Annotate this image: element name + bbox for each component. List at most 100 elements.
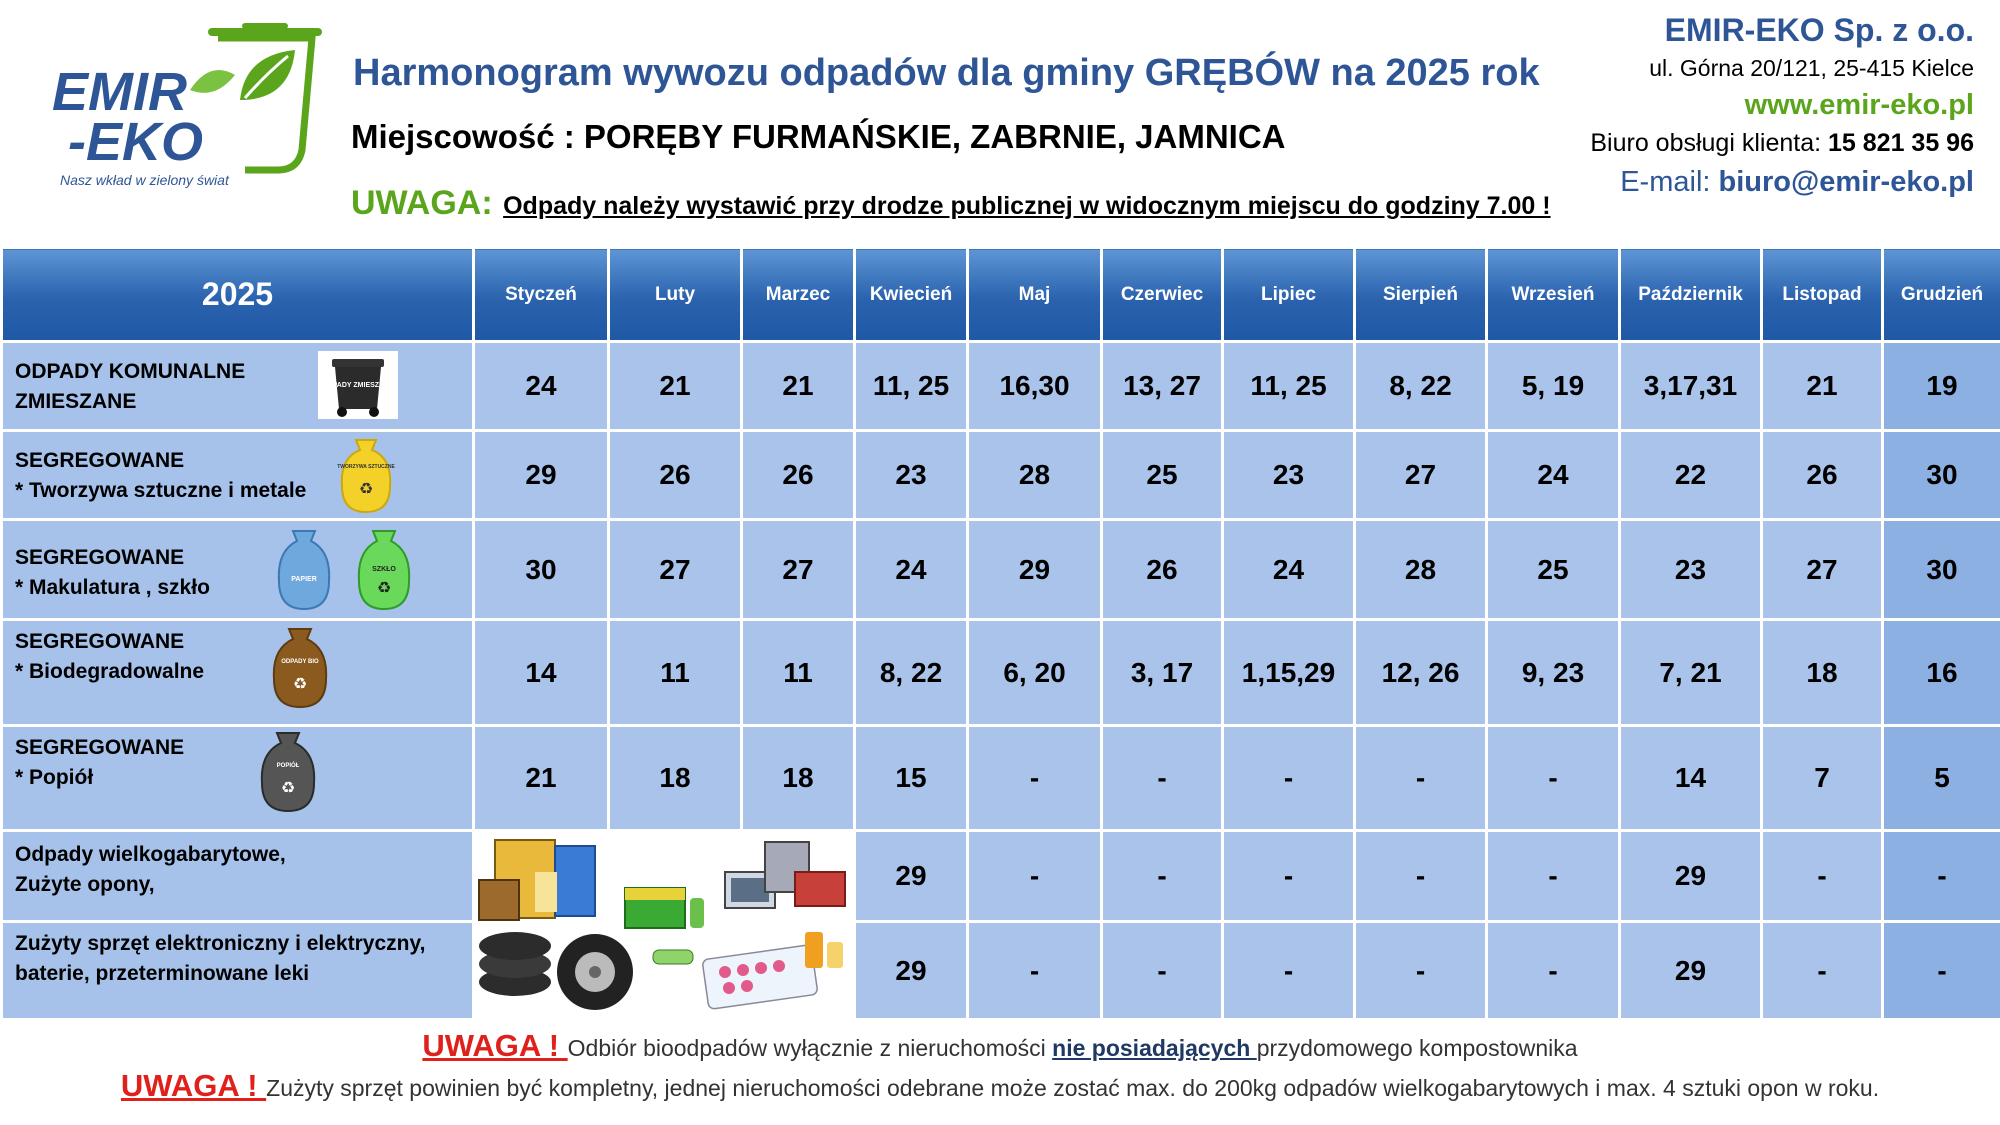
date-cell: 29 <box>853 828 969 924</box>
emir-eko-logo: EMIR -EKO Nasz wkład w zielony świat <box>52 23 322 188</box>
date-cell: 29 <box>1618 920 1763 1021</box>
table-row: Odpady wielkogabarytowe, Zużyte opony, <box>0 828 2000 1021</box>
date-cell: 5, 19 <box>1485 340 1621 432</box>
table-row: Zużyty sprzęt elektroniczny i elektryczn… <box>0 920 2000 1021</box>
month-header: Luty <box>607 246 743 343</box>
date-cell: 27 <box>1353 429 1488 521</box>
date-cell: 7, 21 <box>1618 618 1763 727</box>
mixed-bin-label: ODPADY ZMIESZANE <box>322 382 394 389</box>
logo-tagline: Nasz wkład w zielony świat <box>60 172 230 188</box>
month-header: Marzec <box>740 246 856 343</box>
notice-text: Odpady należy wystawić przy drodze publi… <box>503 192 1551 220</box>
row-label-line2: baterie, przeterminowane leki <box>15 962 310 986</box>
date-cell: 5 <box>1881 724 2000 832</box>
company-name: EMIR-EKO Sp. z o.o. <box>1664 12 1974 48</box>
date-cell: 11, 25 <box>1221 340 1356 432</box>
date-cell: 25 <box>1485 518 1621 621</box>
svg-text:♻: ♻ <box>377 580 391 597</box>
date-cell: 3, 17 <box>1100 618 1224 727</box>
month-header: Październik <box>1618 246 1763 343</box>
month-header: Lipiec <box>1221 246 1356 343</box>
date-cell: 1,15,29 <box>1221 618 1356 727</box>
row-label-line2: Zużyte opony, <box>15 873 155 896</box>
glass-bag-icon: SZKŁO ♻ <box>357 530 411 611</box>
bio-bag-label: ODPADY BIO <box>281 659 319 665</box>
glass-bag-label: SZKŁO <box>372 566 396 573</box>
company-website[interactable]: www.emir-eko.pl <box>1744 89 1974 121</box>
row-label: Odpady wielkogabarytowe, Zużyte opony, <box>0 828 475 924</box>
date-cell: 15 <box>853 724 969 832</box>
month-header: Styczeń <box>472 246 610 343</box>
company-address: ul. Górna 20/121, 25-415 Kielce <box>1649 55 1974 81</box>
phone-number[interactable]: 15 821 35 96 <box>1828 129 1974 157</box>
date-cell: 12, 26 <box>1353 618 1488 727</box>
date-cell: - <box>1353 724 1488 832</box>
date-cell: - <box>966 920 1103 1021</box>
phone-label: Biuro obsługi klienta: <box>1590 129 1822 157</box>
date-cell: - <box>1100 920 1224 1021</box>
footer-warn-label: UWAGA ! <box>120 1068 267 1103</box>
email-label: E-mail: <box>1620 166 1711 198</box>
company-phone: Biuro obsługi klienta: 15 821 35 96 <box>1590 124 1974 162</box>
date-cell: 26 <box>740 429 856 521</box>
row-label: Zużyty sprzęt elektroniczny i elektryczn… <box>0 920 475 1021</box>
paper-bag-icon: PAPIER <box>277 530 331 611</box>
month-header: Maj <box>966 246 1103 343</box>
date-cell: 21 <box>740 340 856 432</box>
row-label-line2: * Biodegradowalne <box>15 660 205 683</box>
page-title: Harmonogram wywozu odpadów dla gminy GRĘ… <box>353 52 1540 94</box>
date-cell: 18 <box>740 724 856 832</box>
date-cell: 8, 22 <box>853 618 969 727</box>
date-cell: 11 <box>740 618 856 727</box>
date-cell: 21 <box>1760 340 1884 432</box>
date-cell: - <box>1485 724 1621 832</box>
date-cell: 24 <box>1221 518 1356 621</box>
row-label: SEGREGOWANE * Tworzywa sztuczne i metale … <box>0 429 475 521</box>
date-cell: 11 <box>607 618 743 727</box>
month-header: Sierpień <box>1353 246 1488 343</box>
table-row: SEGREGOWANE * Popiół POPIÓŁ ♻ 21 18 18 15… <box>0 724 2000 832</box>
logo-name-line2: -EKO <box>68 112 203 172</box>
date-cell: - <box>966 724 1103 832</box>
row-label-line2: * Popiół <box>15 766 94 789</box>
table-row: SEGREGOWANE * Biodegradowalne ODPADY BIO … <box>0 618 2000 727</box>
date-cell: 28 <box>966 429 1103 521</box>
row-label-line1: ODPADY KOMUNALNE <box>15 360 246 383</box>
ash-bag-label: POPIÓŁ <box>277 761 300 769</box>
date-cell: 26 <box>607 429 743 521</box>
date-cell: - <box>1221 724 1356 832</box>
date-cell: 23 <box>1221 429 1356 521</box>
date-cell: 18 <box>607 724 743 832</box>
row-label-line2: * Tworzywa sztuczne i metale <box>15 479 307 502</box>
date-cell: 29 <box>853 920 969 1021</box>
date-cell: 28 <box>1353 518 1488 621</box>
logo-name-line1: EMIR <box>52 62 187 122</box>
row-label: SEGREGOWANE * Makulatura , szkło PAPIER S… <box>0 518 475 621</box>
bio-bag-icon: ODPADY BIO ♻ <box>272 628 328 709</box>
header-row: 2025 Styczeń Luty Marzec Kwiecień Maj Cz… <box>0 246 2000 343</box>
date-cell: 25 <box>1100 429 1224 521</box>
month-header: Listopad <box>1760 246 1884 343</box>
month-header: Czerwiec <box>1100 246 1224 343</box>
schedule-table: 2025 Styczeń Luty Marzec Kwiecień Maj Cz… <box>0 246 2000 1021</box>
date-cell: 26 <box>1100 518 1224 621</box>
row-label: SEGREGOWANE * Biodegradowalne ODPADY BIO … <box>0 618 475 727</box>
date-cell: - <box>1881 828 2000 924</box>
date-cell: 23 <box>1618 518 1763 621</box>
date-cell: 16,30 <box>966 340 1103 432</box>
mixed-waste-bin-icon: ODPADY ZMIESZANE <box>318 351 398 419</box>
row-label-line1: SEGREGOWANE <box>15 449 185 472</box>
date-cell: 21 <box>607 340 743 432</box>
date-cell: - <box>1353 828 1488 924</box>
date-cell: 30 <box>1881 429 2000 521</box>
date-cell: 6, 20 <box>966 618 1103 727</box>
email-address[interactable]: biuro@emir-eko.pl <box>1718 166 1974 198</box>
company-email: E-mail: biuro@emir-eko.pl <box>1590 162 1974 202</box>
bulky-waste-illustration <box>472 829 856 1021</box>
footer-text: Odbiór bioodpadów wyłącznie z nieruchomo… <box>567 1035 1053 1061</box>
date-cell: 24 <box>853 518 969 621</box>
plastics-bag-label: TWORZYWA SZTUCZNE <box>337 464 395 470</box>
date-cell: 27 <box>1760 518 1884 621</box>
row-label-line1: SEGREGOWANE <box>15 736 185 759</box>
table-row: ODPADY KOMUNALNE ZMIESZANE ODPADY ZMIESZA… <box>0 340 2000 432</box>
